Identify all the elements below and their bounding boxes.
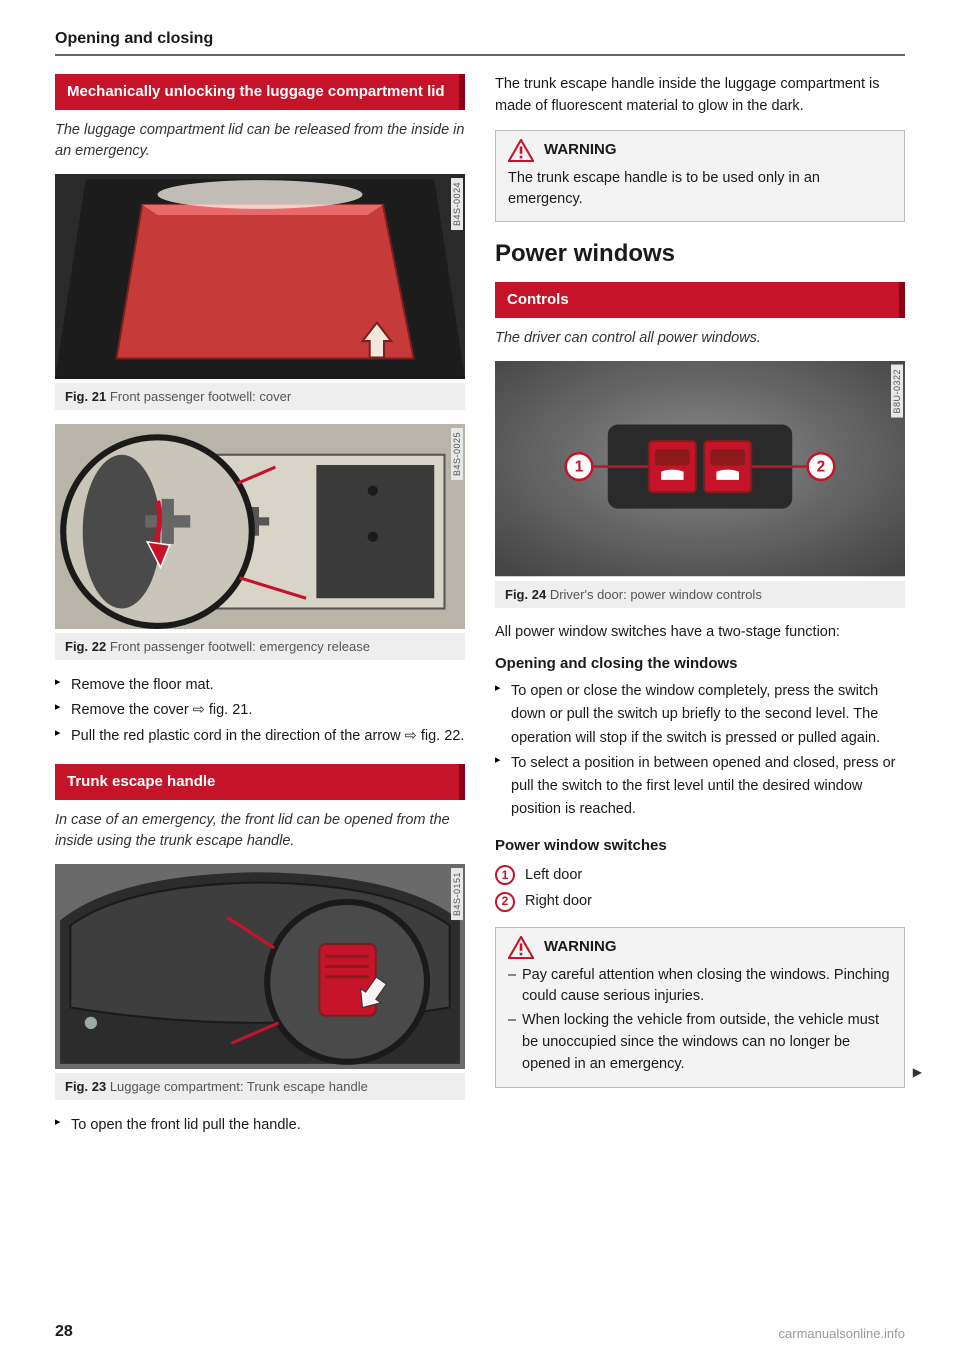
warning-label: WARNING <box>544 936 617 959</box>
step-item: To open the front lid pull the handle. <box>55 1114 465 1137</box>
continue-icon: ▶ <box>913 1063 922 1081</box>
switch-num-1: 1 <box>495 865 515 885</box>
para-escape-handle: The trunk escape handle inside the lugga… <box>495 74 905 118</box>
left-column: Mechanically unlocking the luggage compa… <box>55 74 465 1153</box>
figure-22-label: Fig. 22 <box>65 639 106 654</box>
figure-21-text: Front passenger footwell: cover <box>110 389 291 404</box>
steps-trunk-escape: To open the front lid pull the handle. <box>55 1114 465 1137</box>
figure-24-image: 1 2 <box>495 361 905 576</box>
figure-24-text: Driver's door: power window controls <box>550 587 762 602</box>
warning-title: WARNING <box>508 936 892 959</box>
switch-label-left: Left door <box>525 862 582 888</box>
figure-24: 1 2 B8U-0322 <box>495 361 905 576</box>
section-power-windows: Power windows <box>495 240 905 268</box>
warning-escape-handle: WARNING The trunk escape handle is to be… <box>495 130 905 223</box>
svg-text:1: 1 <box>575 459 584 476</box>
warning-icon <box>508 936 534 959</box>
step-item: Remove the cover ⇨ fig. 21. <box>55 699 465 722</box>
figure-21: B4S-0024 <box>55 174 465 379</box>
heading-controls: Controls <box>495 282 905 318</box>
watermark: carmanualsonline.info <box>779 1326 905 1341</box>
page-number: 28 <box>55 1323 73 1341</box>
intro-controls: The driver can control all power windows… <box>495 328 905 349</box>
right-column: The trunk escape handle inside the lugga… <box>495 74 905 1153</box>
figure-21-code: B4S-0024 <box>451 178 463 230</box>
figure-23-label: Fig. 23 <box>65 1079 106 1094</box>
warning-list: Pay careful attention when closing the w… <box>508 965 892 1076</box>
steps-mechanical-unlock: Remove the floor mat. Remove the cover ⇨… <box>55 674 465 748</box>
figure-21-caption: Fig. 21 Front passenger footwell: cover <box>55 383 465 410</box>
warning-item: When locking the vehicle from outside, t… <box>508 1010 892 1075</box>
content-columns: Mechanically unlocking the luggage compa… <box>55 74 905 1153</box>
heading-trunk-escape: Trunk escape handle <box>55 764 465 800</box>
figure-22: B4S-0025 <box>55 424 465 629</box>
figure-23-text: Luggage compartment: Trunk escape handle <box>110 1079 368 1094</box>
warning-text: The trunk escape handle is to be used on… <box>508 168 892 212</box>
steps-open-close: To open or close the window completely, … <box>495 680 905 821</box>
figure-23: B4S-0151 <box>55 864 465 1069</box>
chapter-title: Opening and closing <box>55 30 905 56</box>
step-item: Remove the floor mat. <box>55 674 465 697</box>
switch-list: 1 Left door 2 Right door <box>495 862 905 914</box>
heading-mechanical-unlock: Mechanically unlocking the luggage compa… <box>55 74 465 110</box>
step-item: To select a position in between opened a… <box>495 752 905 822</box>
svg-text:2: 2 <box>817 459 826 476</box>
figure-21-image <box>55 174 465 379</box>
subhead-switches: Power window switches <box>495 837 905 854</box>
switch-num-2: 2 <box>495 892 515 912</box>
figure-24-caption: Fig. 24 Driver's door: power window cont… <box>495 581 905 608</box>
figure-24-code: B8U-0322 <box>891 365 903 418</box>
warning-icon <box>508 139 534 162</box>
warning-title: WARNING <box>508 139 892 162</box>
step-item: Pull the red plastic cord in the directi… <box>55 725 465 748</box>
warning-item: Pay careful attention when closing the w… <box>508 965 892 1009</box>
subhead-open-close: Opening and closing the windows <box>495 655 905 672</box>
intro-mechanical-unlock: The luggage compartment lid can be relea… <box>55 120 465 162</box>
figure-23-image <box>55 864 465 1069</box>
warning-power-windows: WARNING Pay careful attention when closi… <box>495 927 905 1089</box>
figure-22-caption: Fig. 22 Front passenger footwell: emerge… <box>55 633 465 660</box>
switch-item-left: 1 Left door <box>495 862 905 888</box>
figure-22-code: B4S-0025 <box>451 428 463 480</box>
figure-24-label: Fig. 24 <box>505 587 546 602</box>
warning-label: WARNING <box>544 139 617 162</box>
figure-21-label: Fig. 21 <box>65 389 106 404</box>
figure-23-caption: Fig. 23 Luggage compartment: Trunk escap… <box>55 1073 465 1100</box>
switch-label-right: Right door <box>525 888 592 914</box>
figure-22-text: Front passenger footwell: emergency rele… <box>110 639 370 654</box>
para-two-stage: All power window switches have a two-sta… <box>495 622 905 644</box>
step-item: To open or close the window completely, … <box>495 680 905 750</box>
figure-22-image <box>55 424 465 629</box>
switch-item-right: 2 Right door <box>495 888 905 914</box>
figure-23-code: B4S-0151 <box>451 868 463 920</box>
intro-trunk-escape: In case of an emergency, the front lid c… <box>55 810 465 852</box>
